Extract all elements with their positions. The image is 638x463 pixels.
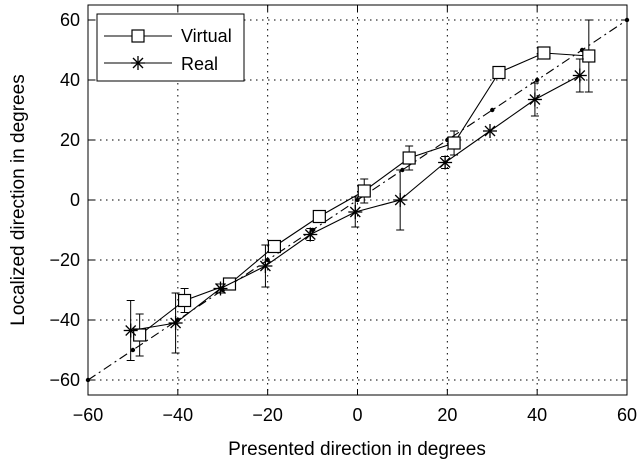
legend-label-virtual: Virtual xyxy=(181,26,232,46)
data-point-square xyxy=(582,49,596,63)
data-point-asterisk xyxy=(393,193,408,207)
series-virtual xyxy=(133,19,596,357)
data-point-asterisk xyxy=(438,155,453,170)
x-tick-label: 60 xyxy=(617,405,637,425)
legend-label-real: Real xyxy=(181,54,218,74)
data-point-dot xyxy=(130,347,136,353)
data-point-dot xyxy=(534,77,540,83)
data-point-dot xyxy=(355,197,360,203)
x-tick-label: 20 xyxy=(437,405,457,425)
data-point-asterisk xyxy=(258,259,273,273)
x-tick-label: −60 xyxy=(73,405,104,425)
y-tick-label: −40 xyxy=(49,310,80,330)
ticks: −60 −40 −20 0 20 40 60 −60 −40 −20 0 20 40 60 xyxy=(49,5,637,425)
series xyxy=(123,19,596,361)
data-point-square xyxy=(537,46,551,60)
y-tick-label: 40 xyxy=(60,70,80,90)
data-point-square xyxy=(492,65,506,80)
data-point-square xyxy=(177,293,192,308)
data-point-square xyxy=(402,151,416,165)
legend-marker-real xyxy=(131,56,145,70)
x-axis-label: Presented direction in degrees xyxy=(228,439,486,460)
data-point-asterisk xyxy=(303,227,318,242)
y-tick-label: 20 xyxy=(60,130,80,150)
y-tick-label: 60 xyxy=(60,10,80,30)
data-point-dot xyxy=(265,257,270,263)
data-point-square xyxy=(267,239,282,254)
data-point-square xyxy=(312,209,326,224)
legend: Virtual Real xyxy=(96,13,245,82)
series-real xyxy=(123,58,587,361)
x-tick-label: −40 xyxy=(163,405,194,425)
data-point-asterisk xyxy=(527,92,542,107)
data-point-asterisk xyxy=(213,281,228,296)
data-point-dot xyxy=(490,107,495,113)
y-tick-label: 0 xyxy=(70,190,80,210)
x-tick-label: 40 xyxy=(527,405,547,425)
y-axis-label: Localized direction in degrees xyxy=(8,74,29,325)
data-point-square xyxy=(357,184,371,198)
data-point-square xyxy=(447,136,461,150)
legend-marker-virtual xyxy=(131,29,145,43)
y-tick-label: −20 xyxy=(49,250,80,270)
y-tick-label: −60 xyxy=(49,370,80,390)
grid xyxy=(88,5,627,395)
data-point-asterisk xyxy=(483,124,497,138)
data-point-asterisk xyxy=(168,316,183,330)
data-point-asterisk xyxy=(572,68,587,83)
data-point-asterisk xyxy=(123,323,138,338)
x-tick-label: 0 xyxy=(352,405,362,425)
data-point-asterisk xyxy=(348,205,363,219)
x-tick-label: −20 xyxy=(252,405,283,425)
legend-box xyxy=(96,13,245,82)
